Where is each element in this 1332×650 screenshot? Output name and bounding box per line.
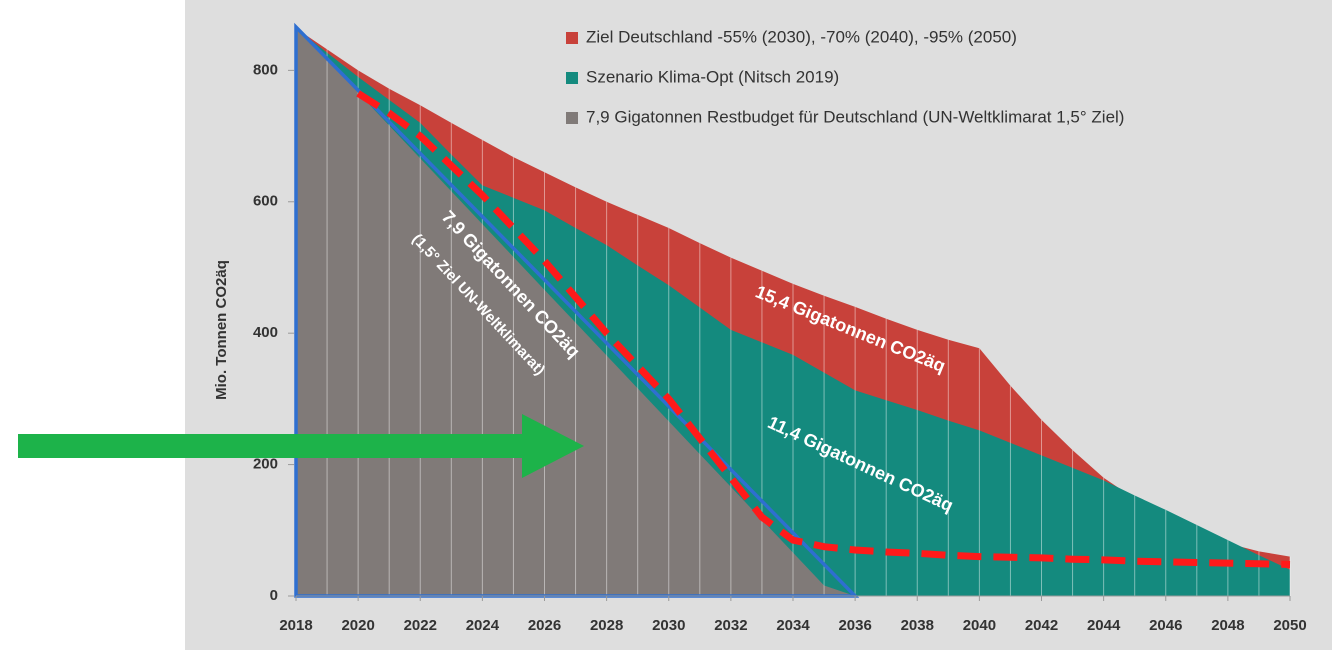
legend-swatch [566, 72, 578, 84]
legend-label: Ziel Deutschland -55% (2030), -70% (2040… [586, 27, 1017, 46]
x-tick-label: 2044 [1087, 617, 1121, 634]
x-tick-label: 2028 [590, 617, 623, 634]
x-tick-label: 2032 [714, 617, 747, 634]
x-tick-label: 2050 [1273, 617, 1306, 634]
dashed-line [356, 90, 1291, 568]
y-tick-label: 800 [253, 61, 278, 78]
x-tick-label: 2042 [1025, 617, 1058, 634]
y-tick-label: 600 [253, 193, 278, 210]
x-tick-label: 2046 [1149, 617, 1182, 634]
x-tick-label: 2022 [404, 617, 437, 634]
x-tick-label: 2020 [341, 617, 374, 634]
legend-swatch [566, 32, 578, 44]
x-tick-label: 2018 [279, 617, 312, 634]
y-tick-label: 200 [253, 456, 278, 473]
x-tick-label: 2036 [838, 617, 871, 634]
x-tick-label: 2038 [901, 617, 934, 634]
legend-label: 7,9 Gigatonnen Restbudget für Deutschlan… [586, 107, 1124, 126]
legend-swatch [566, 112, 578, 124]
x-tick-label: 2030 [652, 617, 685, 634]
x-tick-label: 2024 [466, 617, 500, 634]
y-tick-label: 0 [270, 587, 278, 604]
y-axis-label: Mio. Tonnen CO2äq [213, 260, 230, 400]
x-tick-label: 2034 [776, 617, 810, 634]
y-tick-label: 400 [253, 324, 278, 341]
arrow-head [522, 414, 584, 478]
legend-label: Szenario Klima-Opt (Nitsch 2019) [586, 67, 839, 86]
x-tick-label: 2040 [963, 617, 996, 634]
arrow [18, 414, 584, 478]
x-tick-label: 2048 [1211, 617, 1244, 634]
arrow-shaft [18, 434, 528, 458]
x-tick-label: 2026 [528, 617, 561, 634]
